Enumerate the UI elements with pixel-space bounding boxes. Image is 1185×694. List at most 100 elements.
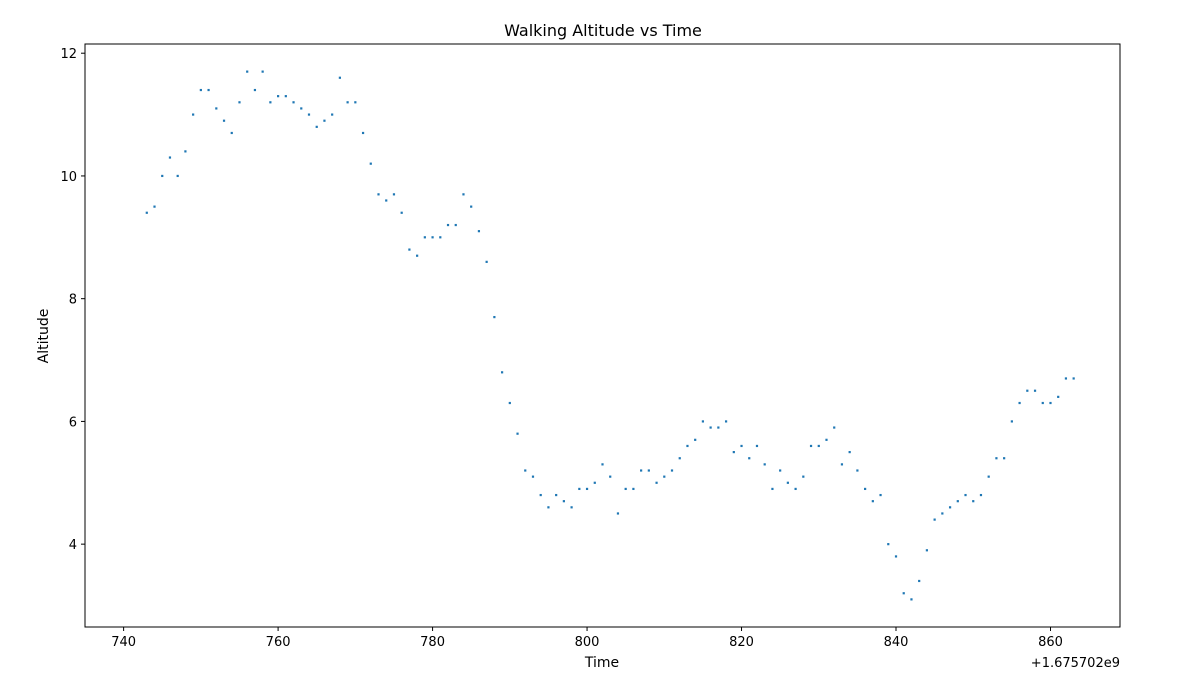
data-point: [987, 475, 990, 478]
data-point: [369, 162, 372, 165]
data-point: [508, 401, 511, 405]
data-point: [307, 113, 311, 116]
data-point: [593, 481, 596, 484]
data-point: [848, 451, 851, 454]
data-point: [902, 592, 905, 595]
y-tick-label: 12: [60, 47, 77, 62]
data-point: [948, 506, 952, 509]
data-point: [1033, 389, 1037, 392]
data-point: [199, 88, 202, 92]
data-point: [493, 315, 496, 319]
data-point: [385, 199, 388, 202]
data-point: [616, 512, 620, 515]
data-point: [871, 500, 874, 503]
data-point: [354, 101, 357, 104]
data-point: [809, 444, 813, 448]
chart-title: Walking Altitude vs Time: [504, 21, 702, 40]
data-point: [253, 88, 257, 92]
data-point: [207, 88, 210, 92]
data-point: [709, 426, 712, 429]
data-point: [925, 549, 928, 552]
data-point: [686, 444, 689, 448]
x-tick-label: 740: [111, 635, 136, 650]
data-point: [238, 101, 241, 104]
y-axis-label: Altitude: [36, 309, 52, 364]
data-point: [462, 193, 465, 196]
data-point: [941, 512, 944, 515]
data-point: [284, 95, 287, 98]
x-tick-label: 760: [266, 635, 291, 650]
data-point: [1072, 377, 1075, 380]
data-point: [856, 469, 859, 472]
data-point: [346, 101, 349, 104]
data-point: [555, 493, 558, 497]
data-point: [176, 174, 179, 178]
data-point: [724, 420, 728, 423]
data-point: [145, 211, 148, 214]
x-axis-ticks: 740 760 780 800 820 840 860: [111, 627, 1063, 650]
data-point: [624, 487, 627, 491]
data-point: [570, 506, 573, 509]
data-point: [1041, 401, 1044, 405]
data-point: [1064, 377, 1068, 380]
data-point: [1003, 457, 1006, 460]
data-point: [1049, 401, 1052, 405]
data-point: [400, 211, 403, 214]
data-point: [879, 493, 882, 497]
data-point: [1010, 420, 1013, 423]
data-point: [331, 113, 334, 116]
data-point: [470, 205, 473, 208]
data-point: [439, 236, 442, 239]
data-point: [1026, 389, 1029, 392]
data-point: [701, 420, 705, 423]
data-point: [315, 125, 318, 128]
y-tick-label: 6: [69, 415, 77, 430]
data-point: [477, 230, 481, 233]
data-point: [377, 193, 380, 196]
data-point: [995, 457, 998, 460]
data-point: [933, 518, 936, 521]
y-tick-label: 10: [60, 170, 77, 185]
data-point: [794, 487, 797, 491]
data-point: [663, 475, 666, 478]
y-tick-label: 8: [69, 293, 77, 308]
x-tick-label: 840: [884, 635, 909, 650]
data-point: [601, 463, 604, 466]
x-tick-label: 780: [420, 635, 445, 650]
y-axis-ticks: 4 6 8 10 12: [60, 47, 85, 553]
data-point: [585, 487, 589, 491]
x-tick-label: 860: [1038, 635, 1063, 650]
data-point: [531, 475, 535, 478]
data-point: [423, 236, 426, 239]
data-point: [230, 131, 233, 135]
y-tick-label: 4: [69, 538, 77, 553]
data-point: [670, 469, 674, 472]
data-point: [732, 451, 735, 454]
data-point: [416, 254, 419, 257]
data-point: [277, 95, 280, 98]
x-tick-label: 820: [729, 635, 754, 650]
data-point: [825, 438, 828, 441]
data-point: [956, 500, 959, 503]
x-tick-label: 800: [575, 635, 600, 650]
data-point: [485, 260, 488, 263]
data-point: [864, 487, 867, 491]
data-point: [740, 444, 743, 448]
data-point: [446, 223, 450, 227]
plot-area-frame: [84, 43, 1121, 628]
data-point: [562, 500, 565, 503]
data-point: [678, 457, 681, 460]
x-axis-offset-label: +1.675702e9: [1031, 656, 1120, 671]
data-point: [972, 500, 975, 503]
data-point: [500, 371, 504, 374]
data-point: [894, 555, 898, 558]
data-point: [323, 119, 326, 122]
data-point: [338, 76, 341, 79]
data-point: [431, 236, 434, 239]
data-point: [261, 70, 264, 73]
data-point: [408, 248, 411, 251]
data-point: [454, 223, 457, 227]
data-point: [222, 119, 226, 122]
data-point: [632, 487, 635, 491]
